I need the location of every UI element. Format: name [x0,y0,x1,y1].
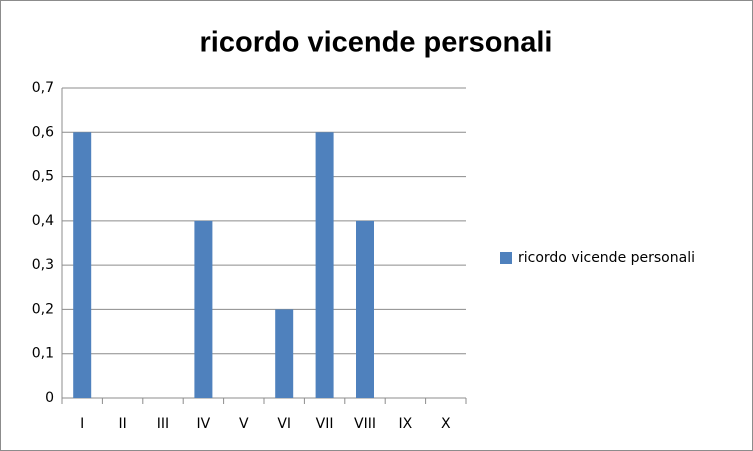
x-tick-label: V [239,416,249,432]
y-tick-label: 0,1 [32,346,54,362]
legend-swatch [500,252,512,264]
x-tick-label: IV [197,416,211,432]
y-tick-label: 0,2 [32,301,54,317]
x-tick-label: VII [316,416,334,432]
bar [73,132,92,399]
legend-label: ricordo vicende personali [518,250,695,266]
y-tick-label: 0 [45,390,54,406]
x-tick-label: VIII [354,416,376,432]
x-tick-label: III [157,416,169,432]
y-tick-label: 0,4 [32,213,54,229]
bar [315,132,334,399]
x-tick-label: X [441,416,451,432]
bar [194,220,213,398]
y-tick-label: 0,7 [32,80,54,96]
y-tick-label: 0,3 [32,257,54,273]
x-tick-label: I [80,416,84,432]
chart-title: ricordo vicende personali [200,27,553,59]
x-tick-label: II [118,416,126,432]
y-tick-label: 0,6 [32,124,54,140]
x-tick-label: IX [399,416,413,432]
bar [275,309,294,398]
y-tick-label: 0,5 [32,169,54,185]
x-tick-label: VI [277,416,291,432]
bar [356,220,374,398]
